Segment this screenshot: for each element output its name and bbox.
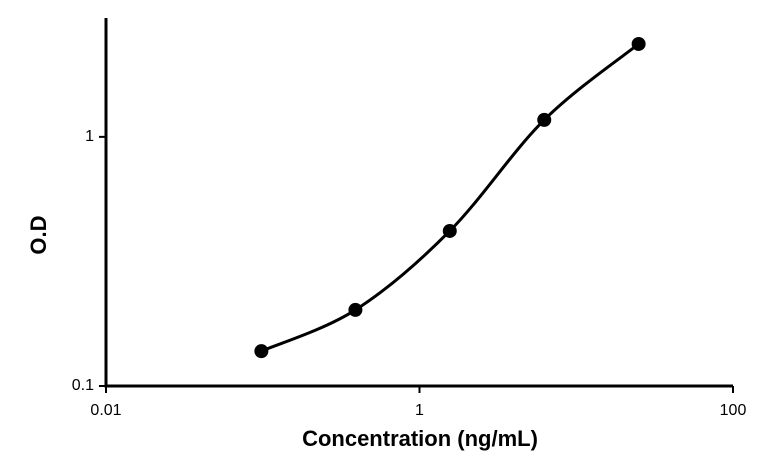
x-tick-label: 1: [415, 402, 424, 419]
x-tick-label: 100: [720, 402, 747, 419]
point: [442, 223, 457, 238]
y-axis-title: O.D: [26, 215, 51, 254]
y-tick-label: 1: [85, 128, 94, 145]
point: [348, 302, 363, 317]
point: [254, 344, 269, 359]
x-axis-title: Concentration (ng/mL): [302, 426, 538, 451]
y-tick-label: 0.1: [72, 377, 94, 394]
point: [537, 112, 552, 127]
curve: [260, 42, 640, 353]
point: [631, 36, 646, 51]
x-tick-label: 0.01: [90, 402, 121, 419]
